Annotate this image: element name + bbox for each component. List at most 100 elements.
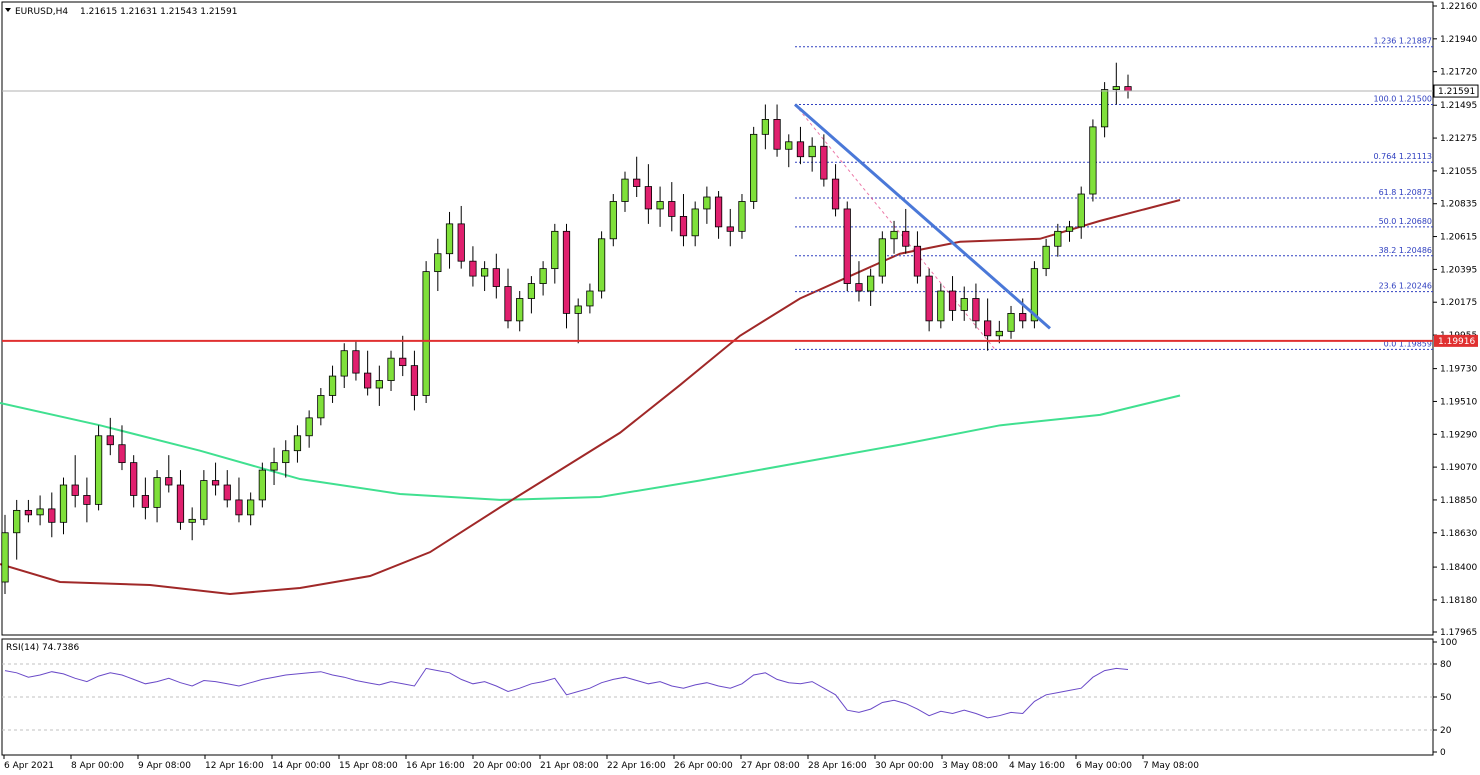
candle	[118, 425, 126, 471]
candle-body	[293, 435, 302, 452]
candle	[1007, 305, 1015, 339]
candle-body	[317, 395, 325, 419]
candle	[609, 194, 617, 247]
candle-body	[656, 201, 664, 210]
candle-body	[843, 208, 851, 284]
candle	[679, 194, 688, 247]
time-tick-label: 30 Apr 00:00	[875, 761, 934, 771]
current-price-box	[1433, 84, 1479, 98]
candle	[796, 126, 805, 165]
candle-body	[621, 178, 629, 202]
time-tick-label: 8 Apr 00:00	[71, 761, 124, 771]
candle-body	[668, 201, 676, 217]
candle	[59, 477, 68, 535]
candle	[24, 499, 33, 523]
rsi-tick-label: 100	[1440, 638, 1457, 648]
time-axis: 6 Apr 2021 8 Apr 00:00 9 Apr 08:00 12 Apr 1…	[3, 755, 1199, 771]
candle-body	[352, 350, 360, 374]
candle	[750, 126, 758, 209]
rsi-indicator: 100 80 50 20 0	[2, 638, 1457, 758]
candle-body	[399, 357, 407, 367]
candle-body	[153, 477, 161, 508]
candle-body	[48, 508, 56, 523]
price-tick-label: 1.22160	[1440, 2, 1477, 12]
candle	[1054, 223, 1062, 257]
candle-body	[235, 499, 243, 516]
candle-body	[937, 290, 945, 322]
candle-body	[1042, 245, 1050, 270]
candle	[36, 495, 44, 526]
main-chart-frame	[1, 1, 1434, 636]
candle	[13, 499, 21, 560]
price-tick-label: 1.21720	[1440, 68, 1477, 78]
candle	[94, 425, 103, 511]
candle-body	[902, 230, 910, 247]
candle-body	[165, 477, 173, 486]
time-tick-label: 27 Apr 08:00	[741, 761, 800, 771]
candle	[176, 470, 185, 530]
candle-body	[270, 462, 278, 471]
candle-body	[13, 509, 21, 534]
candle	[399, 335, 407, 377]
candle	[317, 388, 325, 426]
candle	[305, 410, 313, 448]
candle	[516, 291, 524, 332]
candle	[633, 156, 641, 198]
candle-body	[831, 178, 840, 210]
candle	[843, 201, 851, 292]
time-tick-label: 7 May 08:00	[1143, 761, 1199, 771]
candle-body	[984, 320, 992, 337]
candle-body	[211, 480, 220, 486]
candle	[410, 350, 419, 411]
price-tick-label: 1.21940	[1440, 35, 1477, 45]
candle-body	[1030, 268, 1039, 322]
candle-body	[972, 298, 980, 322]
candle	[902, 208, 910, 254]
candle-body	[691, 208, 699, 237]
candle	[656, 186, 664, 227]
candle-body	[679, 216, 688, 237]
ma-fast-line	[0, 199, 1181, 595]
fib-label: 0.764 1.21113	[1373, 152, 1432, 161]
candle-body	[1112, 86, 1120, 90]
candle-body	[387, 357, 395, 381]
candle	[153, 470, 161, 523]
candle	[703, 186, 711, 224]
candle-body	[83, 495, 91, 505]
header-collapse-icon[interactable]	[5, 8, 11, 12]
candle-body	[1019, 313, 1027, 322]
candle	[691, 201, 699, 247]
candle	[211, 462, 220, 496]
candle	[644, 164, 653, 224]
candle-body	[960, 298, 968, 311]
candle-body	[375, 380, 383, 389]
price-tick-label: 1.20835	[1440, 200, 1477, 210]
price-tick-label: 1.21495	[1440, 101, 1477, 111]
time-tick-label: 16 Apr 16:00	[406, 761, 465, 771]
candle-body	[644, 186, 653, 210]
candle-body	[445, 223, 454, 255]
candle-body	[890, 230, 898, 240]
candle-body	[562, 230, 571, 314]
current-price-label: 1.21591	[1438, 87, 1475, 97]
candle-body	[200, 480, 208, 520]
candle	[995, 320, 1003, 344]
candle-body	[633, 178, 641, 187]
candle-body	[1089, 126, 1097, 195]
candle-body	[410, 365, 419, 396]
fib-label: 23.6 1.20246	[1379, 282, 1432, 291]
price-tick-label: 1.17965	[1440, 628, 1477, 638]
candle	[785, 134, 793, 168]
candle-body	[258, 469, 266, 501]
candle	[1089, 119, 1097, 202]
candle-body	[480, 268, 489, 277]
candle	[340, 343, 348, 389]
candle	[925, 268, 933, 332]
candle-body	[223, 484, 231, 501]
candle-body	[527, 283, 536, 299]
candle-body	[703, 196, 711, 210]
candle	[668, 182, 676, 232]
candle-body	[305, 417, 313, 437]
price-tick-label: 1.19290	[1440, 430, 1477, 440]
